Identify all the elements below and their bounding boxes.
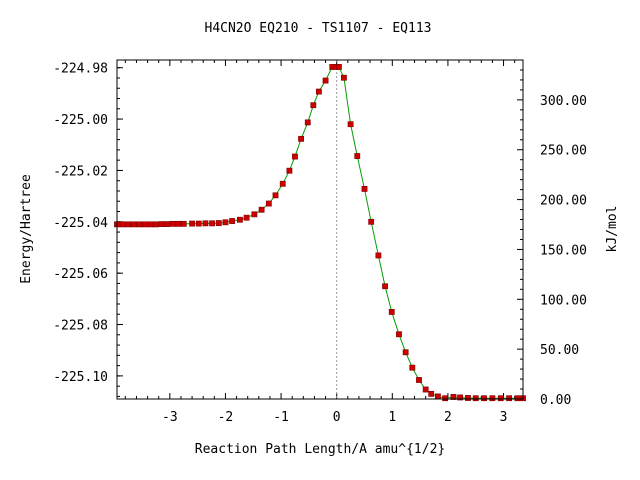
y2-tick-label: 100.00 <box>540 293 587 308</box>
data-point <box>229 218 236 224</box>
data-point <box>375 252 382 259</box>
y2-tick-label: 0.00 <box>540 393 571 408</box>
data-point <box>442 395 449 402</box>
y-tick-label: -225.00 <box>53 113 108 128</box>
data-point <box>130 221 137 228</box>
y-tick-label: -225.02 <box>53 164 108 179</box>
y2-tick-label: 250.00 <box>540 144 587 159</box>
data-point <box>189 220 195 227</box>
data-point <box>457 394 464 401</box>
data-point <box>125 221 132 228</box>
data-point <box>141 221 148 228</box>
data-point <box>382 283 388 290</box>
data-point <box>153 221 159 228</box>
energy-curve-line <box>117 66 523 399</box>
data-point <box>119 221 126 228</box>
y-tick-label: -225.06 <box>53 267 108 282</box>
energy-points <box>114 64 526 402</box>
data-point <box>336 64 342 70</box>
data-point <box>164 221 170 228</box>
data-point <box>298 135 304 142</box>
data-point <box>450 394 457 400</box>
data-point <box>279 180 286 187</box>
data-point <box>251 211 258 218</box>
y2-tick-label: 50.00 <box>540 343 579 358</box>
y-tick-label: -225.04 <box>53 216 108 231</box>
data-point <box>388 309 395 315</box>
chart-title: H4CN2O EQ210 - TS1107 - EQ113 <box>205 21 432 36</box>
x-tick-label: -3 <box>162 410 178 425</box>
y2-tick-label: 200.00 <box>540 194 587 209</box>
data-point <box>304 119 311 126</box>
data-point <box>169 220 176 227</box>
y-axis-label: Energy/Hartree <box>19 174 34 284</box>
data-point <box>158 221 165 228</box>
x-tick-label: 3 <box>500 410 508 425</box>
data-point <box>310 102 317 109</box>
data-point <box>286 167 293 174</box>
data-point <box>497 395 504 402</box>
data-point <box>514 395 521 402</box>
data-point <box>422 386 429 393</box>
data-point <box>322 77 329 84</box>
x-tick-label: 2 <box>444 410 452 425</box>
data-point <box>409 364 416 371</box>
data-point <box>180 220 187 227</box>
data-point <box>237 216 243 223</box>
data-point <box>361 186 368 192</box>
data-point <box>465 395 471 401</box>
data-point <box>354 153 361 159</box>
data-point <box>506 395 512 402</box>
y2-tick-label: 150.00 <box>540 243 587 258</box>
data-point <box>147 221 154 228</box>
data-point <box>341 74 347 81</box>
y-tick-label: -225.08 <box>53 319 108 334</box>
data-point <box>265 200 272 207</box>
y2-tick-label: 300.00 <box>540 94 587 109</box>
y-tick-label: -224.98 <box>53 62 108 77</box>
data-point <box>396 331 402 338</box>
data-point <box>292 153 298 160</box>
x-tick-label: 0 <box>333 410 341 425</box>
data-point <box>402 349 409 356</box>
data-point <box>222 219 229 226</box>
data-point <box>347 121 354 128</box>
data-point <box>195 220 202 227</box>
x-axis-label: Reaction Path Length/A amu^{1/2} <box>195 442 445 457</box>
data-point <box>215 220 222 226</box>
y-tick-label: -225.10 <box>53 370 108 385</box>
data-point <box>272 192 279 199</box>
x-tick-label: -2 <box>218 410 234 425</box>
data-point <box>435 393 441 400</box>
axes-ticks <box>117 60 523 400</box>
x-tick-label: -1 <box>273 410 289 425</box>
data-point <box>416 377 422 383</box>
x-tick-label: 1 <box>388 410 396 425</box>
data-point <box>481 395 487 402</box>
data-point <box>315 88 322 95</box>
data-point <box>202 220 209 227</box>
data-point <box>368 218 375 225</box>
plot-frame <box>116 59 524 400</box>
data-point <box>489 395 496 402</box>
data-point <box>428 390 435 397</box>
data-point <box>243 214 250 221</box>
data-point <box>136 221 143 228</box>
tick-labels: -3 -2 -1 0 1 2 3 -224.98 -225.00 -225.02 -225.04 -2… <box>53 62 587 425</box>
data-point <box>209 220 215 227</box>
data-point <box>175 220 182 227</box>
y2-axis-label: kJ/mol <box>605 206 620 253</box>
data-point <box>258 206 265 213</box>
data-point <box>472 395 479 402</box>
